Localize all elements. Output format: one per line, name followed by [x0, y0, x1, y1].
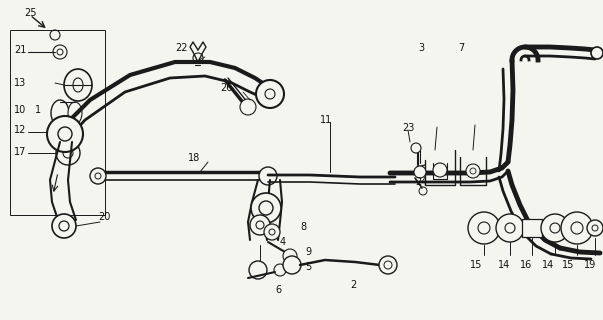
Bar: [522, 219, 542, 237]
Text: 13: 13: [14, 78, 27, 88]
Text: 26: 26: [220, 83, 232, 93]
Circle shape: [496, 214, 524, 242]
Circle shape: [591, 47, 603, 59]
Circle shape: [90, 168, 106, 184]
Circle shape: [283, 249, 297, 263]
Text: 5: 5: [305, 262, 311, 272]
Circle shape: [379, 256, 397, 274]
Circle shape: [52, 214, 76, 238]
Ellipse shape: [64, 69, 92, 101]
Text: 8: 8: [300, 222, 306, 232]
Circle shape: [468, 212, 500, 244]
Text: 24: 24: [415, 177, 428, 187]
Circle shape: [251, 193, 281, 223]
Circle shape: [541, 214, 569, 242]
Ellipse shape: [68, 102, 82, 124]
Text: 19: 19: [584, 260, 596, 270]
Circle shape: [587, 220, 603, 236]
Text: 17: 17: [14, 147, 27, 157]
Circle shape: [259, 167, 277, 185]
Circle shape: [240, 99, 256, 115]
Circle shape: [256, 80, 284, 108]
Circle shape: [561, 212, 593, 244]
Text: 22: 22: [175, 43, 188, 53]
Circle shape: [264, 224, 280, 240]
Text: 16: 16: [520, 260, 532, 270]
Text: 20: 20: [98, 212, 110, 222]
Bar: [10, 30, 105, 215]
Text: 15: 15: [562, 260, 575, 270]
Circle shape: [250, 215, 270, 235]
Text: 14: 14: [542, 260, 554, 270]
Text: 21: 21: [14, 45, 27, 55]
Text: 4: 4: [280, 237, 286, 247]
Text: 25: 25: [24, 8, 37, 18]
Text: 2: 2: [350, 280, 356, 290]
Circle shape: [414, 166, 426, 178]
Circle shape: [283, 256, 301, 274]
Ellipse shape: [51, 100, 69, 126]
Text: 14: 14: [498, 260, 510, 270]
Text: 10: 10: [14, 105, 27, 115]
Circle shape: [433, 163, 447, 177]
Text: 11: 11: [320, 115, 332, 125]
Circle shape: [411, 143, 421, 153]
Text: 18: 18: [188, 153, 200, 163]
Text: 6: 6: [275, 285, 281, 295]
Circle shape: [56, 141, 80, 165]
Text: 12: 12: [14, 125, 27, 135]
Circle shape: [47, 116, 83, 152]
Text: 7: 7: [458, 43, 464, 53]
Circle shape: [466, 164, 480, 178]
Circle shape: [249, 261, 267, 279]
Text: 3: 3: [418, 43, 424, 53]
Text: 9: 9: [305, 247, 311, 257]
Text: 23: 23: [402, 123, 414, 133]
Text: 15: 15: [470, 260, 482, 270]
Text: 1: 1: [35, 105, 41, 115]
